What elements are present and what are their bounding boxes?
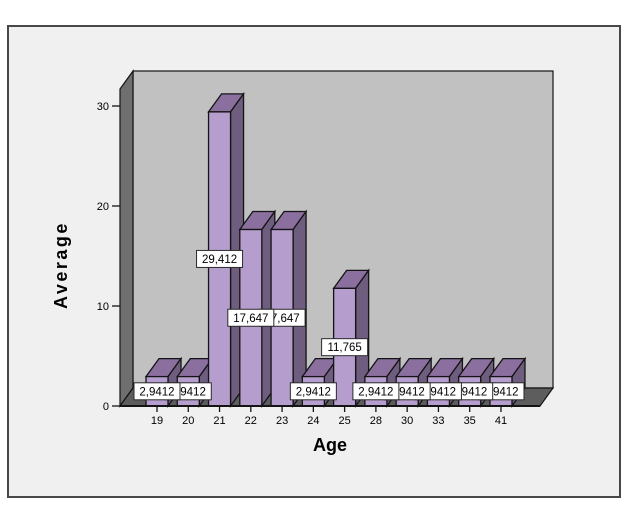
data-label-box — [133, 382, 181, 401]
data-label-age-25: 11,765 — [321, 338, 369, 357]
data-label-box — [352, 382, 400, 401]
data-label-text: 2,9412 — [358, 386, 393, 398]
y-tick-label: 0 — [103, 401, 109, 413]
x-tick-label: 30 — [401, 415, 413, 427]
x-tick-label: 41 — [495, 415, 507, 427]
data-label-age-19: 2,9412 — [133, 382, 181, 401]
y-tick-label: 20 — [97, 201, 109, 213]
y-axis: 0 10 20 30 — [97, 101, 120, 413]
x-tick-label: 33 — [432, 415, 444, 427]
data-label-text: 2,9412 — [296, 386, 331, 398]
x-tick-label: 35 — [464, 415, 476, 427]
data-label-text: 2,9412 — [139, 386, 174, 398]
data-label-age-21: 29,412 — [196, 249, 244, 268]
data-label-box — [196, 249, 244, 268]
data-label-box — [321, 338, 369, 357]
x-tick-label: 28 — [370, 415, 382, 427]
x-tick-label: 19 — [151, 415, 163, 427]
x-axis-title: Age — [313, 435, 347, 455]
x-tick-label: 21 — [213, 415, 225, 427]
left-wall — [119, 69, 134, 408]
data-label-text: 11,765 — [327, 342, 361, 354]
x-tick-label: 20 — [182, 415, 194, 427]
data-label-box — [289, 382, 337, 401]
y-axis-title: Average — [51, 221, 71, 309]
data-label-text: 17,647 — [233, 313, 268, 325]
x-tick-label: 25 — [338, 415, 350, 427]
data-label-age-22: 17,647 — [227, 308, 275, 327]
y-tick-label: 10 — [97, 301, 109, 313]
data-label-age-28: 2,9412 — [352, 382, 400, 401]
x-tick-label: 23 — [276, 415, 288, 427]
data-label-age-24: 2,9412 — [289, 382, 337, 401]
y-tick-label: 30 — [97, 101, 109, 113]
x-tick-label: 24 — [307, 415, 319, 427]
data-label-box — [227, 308, 275, 327]
x-axis: 19 20 21 22 23 24 25 28 30 33 35 41 — [120, 405, 540, 427]
data-label-text: 29,412 — [202, 254, 237, 266]
data-labels: 2,94122,94122,94122,94122,941211,7652,94… — [133, 249, 525, 401]
x-tick-label: 22 — [245, 415, 257, 427]
